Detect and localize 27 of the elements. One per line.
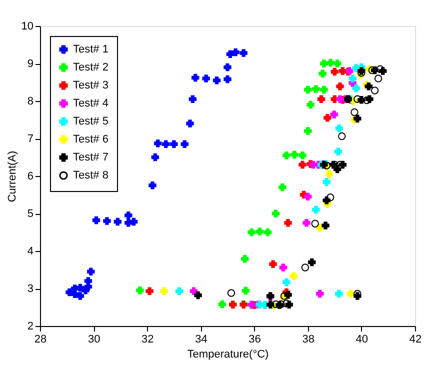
y-tick-label: 4 [27,246,34,258]
y-tick-label: 3 [27,283,34,295]
legend-label: Test# 4 [73,98,108,110]
y-tick-label: 2 [27,320,34,332]
y-axis-title: Current(A) [6,150,18,202]
y-tick-label: 6 [27,170,34,182]
legend-label: Test# 3 [73,80,108,92]
x-tick-label: 34 [195,334,208,346]
legend-label: Test# 8 [73,170,108,182]
y-tick-label: 9 [27,58,34,70]
legend-label: Test# 6 [73,134,108,146]
legend-label: Test# 1 [73,44,108,56]
y-tick-label: 8 [27,96,34,108]
legend-label: Test# 2 [73,62,108,74]
legend-label: Test# 5 [73,116,108,128]
y-tick-label: 10 [21,20,34,32]
x-tick-label: 42 [409,334,422,346]
x-tick-label: 38 [302,334,314,346]
x-axis-title: Temperature(°C) [187,348,269,360]
x-tick-label: 36 [248,334,261,346]
y-tick-label: 5 [27,208,34,220]
x-tick-label: 40 [356,334,368,346]
x-tick-label: 32 [142,334,154,346]
x-tick-label: 28 [34,334,47,346]
x-tick-label: 30 [88,334,100,346]
y-tick-label: 7 [27,133,34,145]
legend-label: Test# 7 [73,152,108,164]
